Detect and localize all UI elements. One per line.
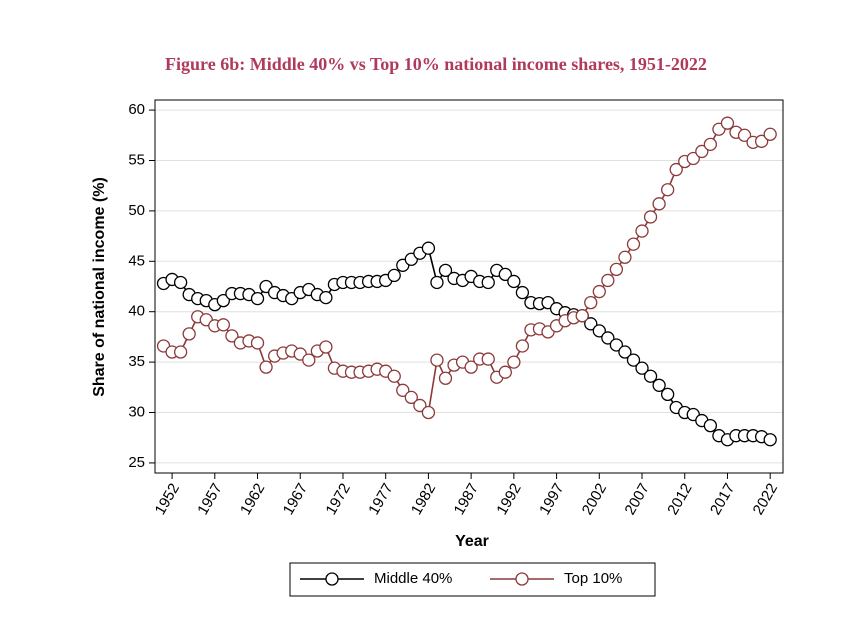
data-point (302, 353, 316, 367)
data-point (652, 197, 666, 211)
data-point (695, 144, 709, 159)
y-tick-label: 60 (128, 101, 145, 118)
legend-label: Middle 40% (374, 570, 452, 587)
data-point (661, 387, 675, 402)
data-point (404, 390, 418, 405)
data-point (481, 275, 495, 290)
y-tick-label: 30 (128, 403, 145, 420)
data-point (592, 284, 606, 299)
x-tick-label: 1957 (194, 480, 225, 517)
x-tick-label: 2017 (707, 480, 738, 517)
data-point (609, 262, 624, 277)
data-point (618, 345, 632, 359)
x-tick-label: 2022 (750, 480, 781, 517)
x-tick-label: 2007 (622, 480, 653, 517)
legend-marker (515, 572, 529, 586)
data-point (216, 293, 231, 308)
data-point (430, 353, 444, 367)
data-point (173, 345, 188, 359)
data-point (438, 371, 453, 385)
data-point (754, 134, 769, 148)
data-point (635, 361, 649, 375)
x-tick-label: 1982 (408, 480, 439, 517)
data-point (396, 383, 410, 397)
x-tick-label: 1997 (536, 480, 567, 517)
y-axis-label: Share of national income (%) (91, 177, 108, 397)
x-tick-label: 2012 (664, 480, 695, 517)
data-point (421, 405, 436, 420)
y-tick-label: 45 (128, 252, 145, 269)
data-point (609, 338, 624, 352)
data-point (652, 378, 666, 392)
data-point (507, 355, 521, 369)
x-tick-label: 1972 (322, 480, 353, 517)
data-point (387, 369, 401, 383)
data-point (421, 241, 436, 255)
data-point (661, 183, 675, 197)
y-tick-label: 25 (128, 454, 145, 471)
data-point (720, 116, 735, 130)
data-point (498, 365, 512, 379)
plot-frame (154, 99, 784, 474)
data-point (737, 128, 752, 142)
data-point (430, 275, 444, 290)
data-point (507, 274, 521, 289)
legend-marker (325, 572, 339, 586)
y-tick-label: 35 (128, 353, 145, 370)
data-point (626, 353, 641, 367)
data-point (413, 398, 427, 413)
data-point (319, 290, 333, 305)
data-point (626, 237, 641, 251)
y-tick-label: 50 (128, 202, 145, 219)
y-tick-label: 40 (128, 303, 145, 320)
x-tick-label: 1987 (451, 480, 482, 517)
data-point (481, 352, 495, 366)
data-point (618, 250, 632, 264)
data-point (182, 327, 196, 341)
data-point (498, 267, 512, 282)
x-tick-label: 1977 (365, 480, 396, 517)
x-tick-label: 1967 (280, 480, 311, 517)
x-axis-label: Year (455, 533, 489, 550)
data-point (763, 127, 777, 141)
data-point (584, 317, 598, 331)
data-point (575, 309, 589, 323)
data-point (438, 263, 453, 278)
data-point (387, 268, 401, 283)
data-point (703, 137, 718, 152)
legend-label: Top 10% (564, 570, 622, 587)
data-point (464, 360, 478, 374)
x-tick-label: 2002 (579, 480, 610, 517)
x-tick-label: 1952 (152, 480, 183, 517)
data-point (643, 210, 658, 224)
data-point (669, 162, 683, 177)
data-point (319, 340, 333, 354)
data-point (763, 433, 777, 447)
data-point (515, 285, 530, 300)
data-point (216, 318, 231, 332)
data-point (173, 275, 188, 290)
data-point (643, 369, 658, 383)
data-point (703, 418, 718, 433)
data-point (250, 336, 265, 350)
data-point (584, 295, 598, 310)
chart-title: Figure 6b: Middle 40% vs Top 10% nationa… (165, 54, 707, 74)
data-point (686, 151, 700, 166)
data-point (635, 224, 649, 238)
x-tick-label: 1962 (237, 480, 268, 517)
data-point (259, 360, 273, 374)
x-tick-label: 1992 (493, 480, 524, 517)
data-point (225, 329, 239, 343)
data-point (515, 339, 530, 353)
y-tick-label: 55 (128, 151, 145, 168)
data-point (250, 291, 265, 306)
data-point (592, 324, 606, 338)
data-point (601, 273, 615, 288)
data-point (601, 331, 615, 345)
